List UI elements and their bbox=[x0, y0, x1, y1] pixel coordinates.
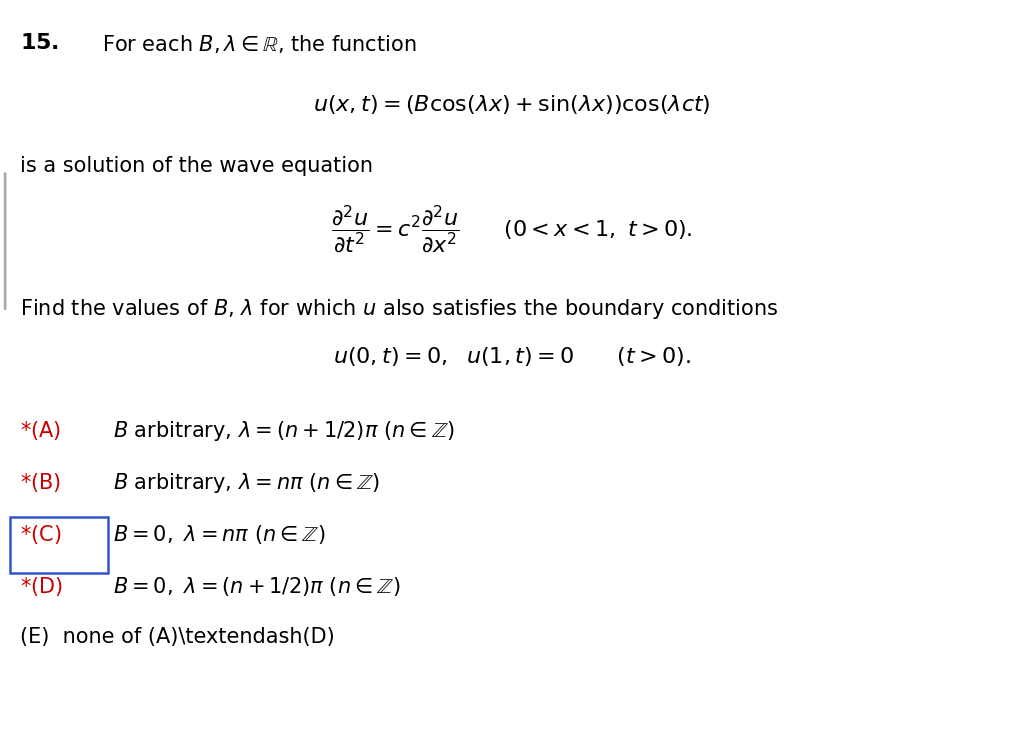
Text: (E)  none of (A)\textendash(D): (E) none of (A)\textendash(D) bbox=[20, 627, 335, 647]
Text: $B$ arbitrary, $\lambda = (n+1/2)\pi$ $(n \in \mathbb{Z})$: $B$ arbitrary, $\lambda = (n+1/2)\pi$ $(… bbox=[113, 419, 455, 443]
Text: $*$(D): $*$(D) bbox=[20, 575, 63, 598]
Text: $\dfrac{\partial^2 u}{\partial t^2} = c^2\dfrac{\partial^2 u}{\partial x^2}$$\qq: $\dfrac{\partial^2 u}{\partial t^2} = c^… bbox=[331, 204, 693, 257]
Text: $*$(A): $*$(A) bbox=[20, 419, 61, 442]
Text: $\mathbf{15.}$: $\mathbf{15.}$ bbox=[20, 33, 59, 53]
Text: $*$(B): $*$(B) bbox=[20, 471, 61, 494]
Text: $u(0,t) = 0, \ \ u(1,t) = 0 \qquad (t > 0).$: $u(0,t) = 0, \ \ u(1,t) = 0 \qquad (t > … bbox=[333, 345, 691, 368]
Text: For each $B, \lambda \in \mathbb{R}$, the function: For each $B, \lambda \in \mathbb{R}$, th… bbox=[102, 33, 417, 56]
Text: $B$ arbitrary, $\lambda = n\pi$ $(n \in \mathbb{Z})$: $B$ arbitrary, $\lambda = n\pi$ $(n \in … bbox=[113, 471, 380, 495]
Text: $B = 0, \ \lambda = (n+1/2)\pi$ $(n \in \mathbb{Z})$: $B = 0, \ \lambda = (n+1/2)\pi$ $(n \in … bbox=[113, 575, 400, 598]
Text: $*$(C): $*$(C) bbox=[20, 523, 62, 546]
Text: $u(x,t) = (B\cos(\lambda x) + \sin(\lambda x))\cos(\lambda ct)$: $u(x,t) = (B\cos(\lambda x) + \sin(\lamb… bbox=[313, 93, 711, 116]
Text: Find the values of $B$, $\lambda$ for which $u$ also satisfies the boundary cond: Find the values of $B$, $\lambda$ for wh… bbox=[20, 297, 779, 321]
Text: $B = 0, \ \lambda = n\pi$ $(n \in \mathbb{Z})$: $B = 0, \ \lambda = n\pi$ $(n \in \mathb… bbox=[113, 523, 326, 546]
Text: is a solution of the wave equation: is a solution of the wave equation bbox=[20, 156, 374, 176]
